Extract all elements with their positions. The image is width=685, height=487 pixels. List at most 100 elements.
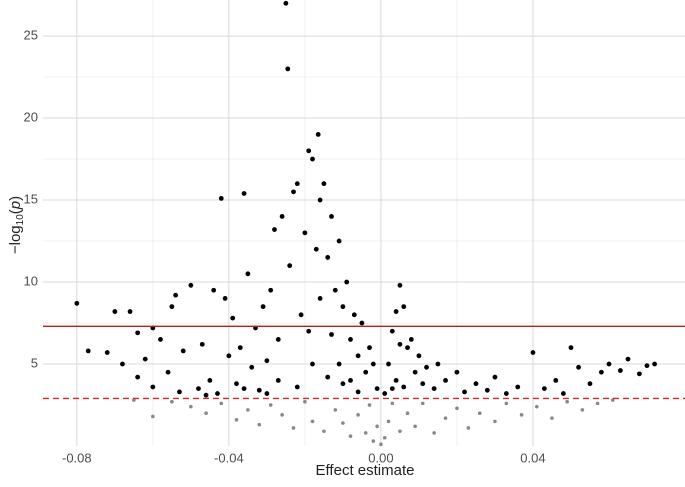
point (565, 399, 569, 404)
point (386, 361, 391, 367)
point (74, 300, 80, 306)
point (405, 411, 410, 416)
point (503, 391, 509, 396)
point (370, 361, 376, 367)
x-axis-label: Effect estimate (316, 462, 415, 479)
point (492, 374, 498, 380)
y-axis-label: −log10(p) (7, 196, 26, 254)
point (317, 197, 323, 203)
point (504, 401, 509, 406)
point (218, 196, 224, 201)
point (435, 361, 441, 367)
point (336, 361, 342, 367)
point (268, 403, 273, 407)
point (170, 399, 174, 404)
x-tick-label: 0.00 (368, 450, 393, 465)
point (150, 384, 156, 390)
point (177, 389, 182, 395)
point (199, 341, 205, 347)
point (393, 378, 399, 383)
point (275, 337, 281, 342)
point (211, 287, 217, 293)
point (359, 320, 365, 326)
point (348, 378, 353, 383)
point (120, 361, 125, 367)
point (534, 404, 539, 409)
point (317, 296, 323, 301)
point (477, 411, 482, 416)
point (412, 369, 418, 375)
point (416, 353, 422, 359)
point (135, 374, 141, 380)
point (519, 413, 524, 417)
point (207, 378, 213, 383)
point (553, 378, 559, 383)
point (413, 424, 417, 429)
point (237, 345, 243, 351)
point (204, 411, 208, 416)
point (587, 381, 593, 387)
x-tick-label: -0.08 (62, 450, 92, 465)
point (310, 419, 315, 424)
point (260, 304, 266, 310)
point (180, 348, 186, 354)
point (340, 381, 346, 387)
point (246, 408, 250, 412)
point (294, 384, 300, 390)
point (431, 386, 437, 392)
point (530, 350, 536, 355)
point (245, 271, 251, 277)
y-label-part: −log (7, 225, 24, 254)
point (135, 330, 141, 336)
point (285, 66, 291, 72)
point (241, 191, 247, 196)
point (389, 328, 395, 334)
y-tick-label: 25 (24, 28, 38, 43)
point (408, 337, 414, 342)
point (336, 238, 342, 244)
point (355, 389, 361, 395)
point (473, 381, 479, 387)
point (169, 304, 175, 310)
point (398, 429, 402, 434)
point (351, 312, 357, 318)
x-tick-label: -0.04 (214, 450, 244, 465)
point (222, 296, 228, 301)
point (315, 132, 321, 137)
point (420, 381, 426, 387)
point (306, 148, 312, 154)
point (462, 389, 467, 395)
point (493, 419, 497, 424)
point (550, 416, 554, 420)
point (401, 304, 407, 310)
y-label-part: p (7, 201, 24, 210)
point (652, 361, 657, 367)
point (151, 414, 155, 419)
point (606, 361, 612, 367)
point (374, 386, 380, 392)
point (393, 309, 399, 314)
point (344, 279, 350, 285)
point (280, 413, 284, 417)
point (576, 364, 581, 370)
y-tick-label: 5 (31, 355, 38, 370)
point (424, 364, 429, 370)
point (104, 350, 110, 355)
point (355, 353, 361, 359)
point (455, 406, 459, 411)
point (397, 282, 403, 288)
point (332, 287, 338, 293)
point (367, 345, 372, 351)
point (325, 255, 331, 260)
point (268, 287, 274, 293)
point (234, 381, 239, 387)
point (310, 156, 315, 162)
point (356, 413, 360, 417)
point (132, 398, 136, 402)
y-label-part: ) (7, 196, 24, 201)
point (112, 309, 118, 314)
point (610, 398, 615, 402)
y-tick-label: 10 (24, 273, 38, 288)
point (127, 309, 133, 314)
